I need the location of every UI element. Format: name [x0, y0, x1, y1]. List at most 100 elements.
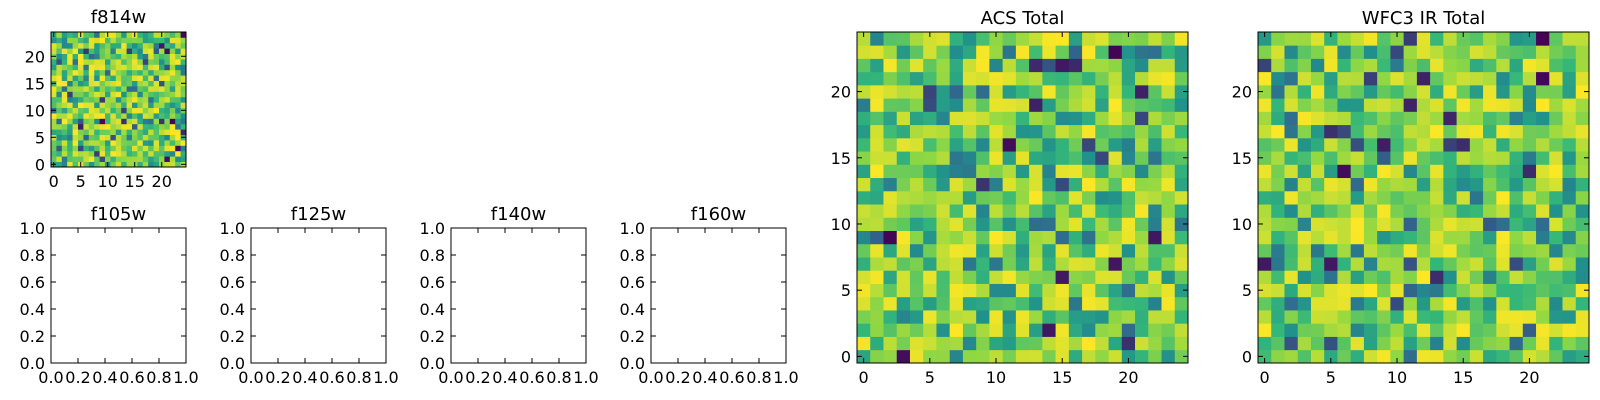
wfc3-ir-total-cell [1469, 243, 1484, 258]
wfc3-ir-total-cell [1469, 111, 1484, 126]
f814w-cell [137, 156, 144, 162]
wfc3-ir-total-cell [1456, 190, 1471, 205]
wfc3-ir-total-cell [1443, 58, 1457, 73]
wfc3-ir-total-cell [1575, 310, 1590, 324]
acs-total-xtick-label: 0 [859, 368, 869, 387]
f814w-cell [51, 37, 57, 44]
f814w-cell [56, 80, 63, 87]
acs-total-cell [976, 323, 990, 337]
wfc3-ir-total-cell [1496, 58, 1510, 73]
wfc3-ir-total-cell [1509, 151, 1524, 165]
acs-total-cell [1015, 217, 1030, 231]
f814w-cell [121, 145, 127, 152]
wfc3-ir-total-cell [1350, 98, 1365, 112]
acs-total-xtick-label: 15 [1052, 368, 1072, 387]
f814w-cell [148, 161, 154, 168]
wfc3-ir-total-cell [1390, 71, 1405, 86]
acs-total-title: ACS Total [981, 8, 1065, 29]
acs-total-cell [1029, 177, 1043, 192]
wfc3-ir-total-cell [1509, 124, 1524, 139]
f125w-xtick-label: 0.4 [292, 368, 317, 387]
f814w-cell [115, 75, 122, 81]
acs-total-cell [976, 270, 990, 284]
acs-total-ytick-label: 15 [831, 149, 851, 168]
f814w-cell [115, 53, 122, 60]
acs-total-cell [883, 164, 898, 179]
f814w-cell [169, 102, 176, 108]
wfc3-ir-total-cell [1258, 164, 1272, 179]
wfc3-ir-total-cell [1403, 137, 1418, 152]
f814w-cell [132, 53, 138, 60]
f814w-cell [72, 69, 79, 76]
acs-total-cell [923, 190, 937, 205]
wfc3-ir-total-cell [1483, 230, 1497, 245]
wfc3-ir-total-cell [1509, 296, 1524, 311]
wfc3-ir-total-cell [1416, 270, 1431, 284]
wfc3-ir-total-cell [1416, 32, 1431, 46]
wfc3-ir-total-cell [1469, 349, 1484, 364]
f814w-xtick-label: 20 [152, 172, 172, 191]
f814w-cell [115, 59, 122, 65]
acs-total-cell [896, 177, 911, 192]
wfc3-ir-total-cell [1443, 349, 1457, 364]
wfc3-ir-total-cell [1297, 124, 1312, 139]
f814w-cell [142, 75, 149, 81]
f814w-cell [126, 48, 133, 54]
acs-total-cell [1121, 217, 1136, 231]
wfc3-ir-total-cell [1549, 177, 1563, 192]
f814w-ytick-label: 10 [25, 101, 45, 120]
acs-total-cell [909, 177, 924, 192]
wfc3-ir-total-cell [1284, 98, 1299, 112]
f814w-cell [56, 64, 63, 71]
f814w-cell [159, 129, 165, 135]
wfc3-ir-total-cell [1443, 98, 1457, 112]
f814w-cell [110, 37, 117, 44]
f140w-xtick-label: 0.2 [465, 368, 490, 387]
acs-total-cell [936, 336, 951, 351]
wfc3-ir-total-cell [1575, 270, 1590, 284]
f814w-cell [137, 140, 144, 146]
f140w-xtick-label: 0.0 [438, 368, 463, 387]
acs-total-cell [1161, 296, 1176, 311]
wfc3-ir-total-cell [1350, 349, 1365, 364]
wfc3-ir-total-cell [1297, 98, 1312, 112]
acs-total-cell [1055, 349, 1070, 364]
acs-total-cell [1148, 257, 1162, 271]
acs-total-cell [1002, 349, 1017, 364]
wfc3-ir-total-cell [1456, 336, 1471, 351]
f814w-ytick-label: 15 [25, 74, 45, 93]
wfc3-ir-total-cell [1562, 270, 1577, 284]
wfc3-ir-total-cell [1575, 71, 1590, 86]
acs-total-cell [1002, 257, 1017, 271]
wfc3-ir-total-cell [1271, 164, 1285, 179]
wfc3-ir-total-cell [1297, 230, 1312, 245]
wfc3-ir-total-cell [1310, 124, 1325, 139]
acs-total-cell [1042, 336, 1056, 351]
wfc3-ir-total-cell [1390, 177, 1405, 192]
f814w-cell [61, 113, 68, 119]
acs-total-cell [989, 151, 1004, 165]
acs-total-cell [989, 283, 1004, 298]
wfc3-ir-total-cell [1496, 177, 1510, 192]
wfc3-ir-total-cell [1416, 84, 1431, 99]
f814w-cell [142, 53, 149, 60]
acs-total-cell [857, 71, 871, 86]
wfc3-ir-total-cell [1536, 98, 1550, 112]
f814w-cell [105, 118, 111, 125]
wfc3-ir-total-cell [1416, 310, 1431, 324]
f814w-cell [153, 113, 160, 119]
acs-total-cell [936, 257, 951, 271]
acs-total-cell [896, 164, 911, 179]
acs-total-cell [923, 58, 937, 73]
f814w-cell [164, 48, 171, 54]
f814w-cell [72, 32, 79, 38]
f160w-title: f160w [691, 204, 746, 225]
wfc3-ir-total-cell [1549, 190, 1563, 205]
acs-total-cell [1121, 230, 1136, 245]
f814w-xtick-label: 15 [125, 172, 145, 191]
acs-total-cell [923, 177, 937, 192]
acs-total-cell [1148, 45, 1162, 59]
acs-total-cell [1068, 98, 1083, 112]
f814w-cell [164, 156, 171, 162]
acs-total-cell [896, 336, 911, 351]
